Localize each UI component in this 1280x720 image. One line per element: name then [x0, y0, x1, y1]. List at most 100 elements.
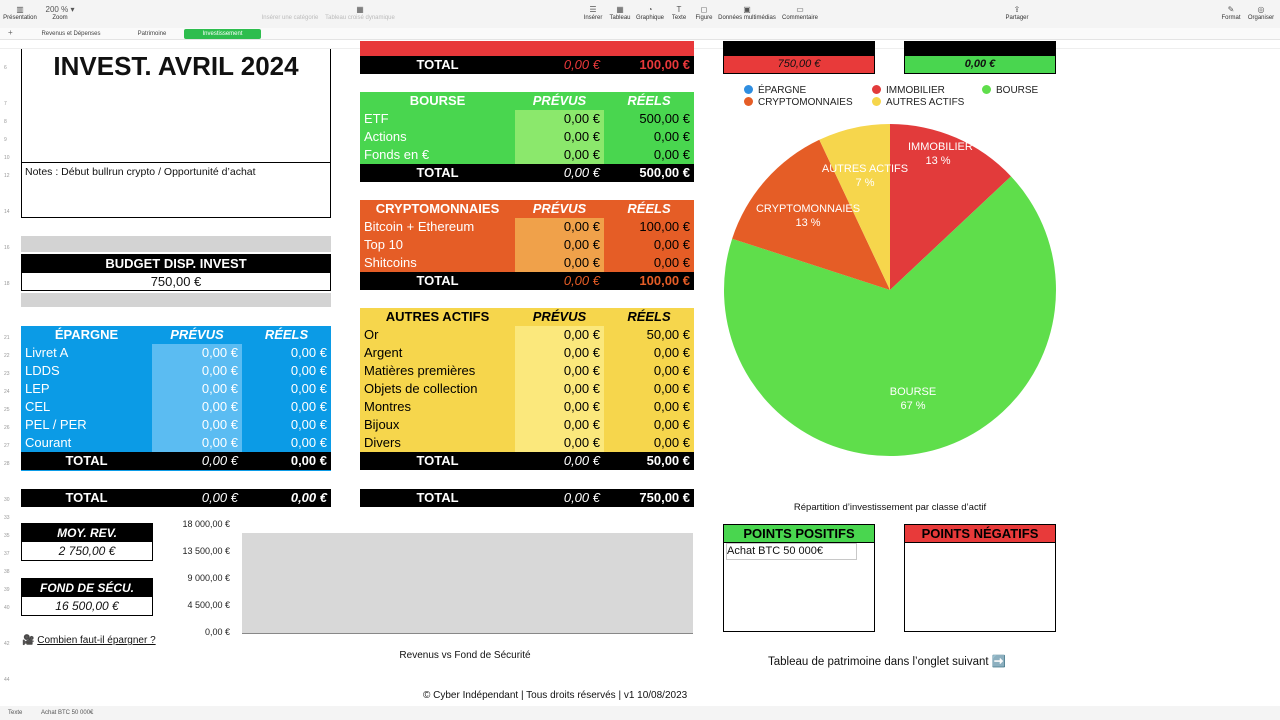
- crypto-total-cell[interactable]: 0,00 €: [563, 273, 600, 288]
- crypto-cell[interactable]: 0,00 €: [653, 237, 690, 252]
- autres-cell[interactable]: 0,00 €: [653, 363, 690, 378]
- epargne-cell[interactable]: 0,00 €: [201, 381, 238, 396]
- crypto-cell[interactable]: Top 10: [364, 237, 404, 252]
- autres-cell[interactable]: 0,00 €: [653, 435, 690, 450]
- bourse-cell[interactable]: 0,00 €: [563, 111, 600, 126]
- bourse-cell[interactable]: 0,00 €: [563, 147, 600, 162]
- epargne-cell[interactable]: LDDS: [25, 363, 60, 378]
- bourse-cell[interactable]: Actions: [364, 129, 407, 144]
- autres-cell[interactable]: 0,00 €: [563, 435, 600, 450]
- format-button[interactable]: ✎ Format: [1209, 4, 1253, 21]
- autres-total-cell[interactable]: 0,00 €: [563, 453, 600, 468]
- crypto-cell[interactable]: 100,00 €: [639, 219, 690, 234]
- crypto-total-cell[interactable]: 100,00 €: [639, 273, 690, 288]
- autres-cell[interactable]: Matières premières: [364, 363, 476, 378]
- grand-total-prevus[interactable]: 0,00 €: [201, 490, 238, 505]
- epargne-cell[interactable]: 0,00 €: [290, 399, 327, 414]
- add-sheet-icon[interactable]: +: [8, 28, 13, 37]
- crypto-cell[interactable]: Bitcoin + Ethereum: [364, 219, 475, 234]
- epargne-cell[interactable]: 0,00 €: [201, 363, 238, 378]
- tab-investissement[interactable]: Investissement: [184, 29, 261, 39]
- chart-button[interactable]: ◔ Graphique: [628, 4, 672, 21]
- bourse-cell[interactable]: 0,00 €: [653, 147, 690, 162]
- autres-cell[interactable]: Or: [364, 327, 379, 342]
- epargne-cell[interactable]: LEP: [25, 381, 50, 396]
- grand-total-reels[interactable]: 750,00 €: [639, 490, 690, 505]
- grand-total-prevus[interactable]: 0,00 €: [563, 490, 600, 505]
- epargne-cell[interactable]: 0,00 €: [201, 417, 238, 432]
- points-positifs-input[interactable]: Achat BTC 50 000€: [726, 543, 857, 560]
- budget-value[interactable]: 750,00 €: [150, 274, 202, 289]
- crypto-cell[interactable]: 0,00 €: [563, 237, 600, 252]
- pie-slice-cryptomonnaies[interactable]: [732, 139, 890, 290]
- epargne-cell[interactable]: PEL / PER: [25, 417, 87, 432]
- tab-revenus-depenses[interactable]: Revenus et Dépenses: [41, 31, 101, 37]
- organize-button[interactable]: ◎ Organiser: [1239, 4, 1280, 21]
- crypto-total-cell[interactable]: TOTAL: [416, 273, 459, 288]
- epargne-cell[interactable]: 0,00 €: [201, 399, 238, 414]
- autres-cell[interactable]: Divers: [364, 435, 401, 450]
- epargne-cell[interactable]: 0,00 €: [290, 381, 327, 396]
- zoom-button[interactable]: 200 % ▾ Zoom: [38, 4, 82, 21]
- autres-cell[interactable]: 0,00 €: [563, 417, 600, 432]
- moy-rev-value[interactable]: 2 750,00 €: [58, 544, 116, 558]
- bourse-total-cell[interactable]: TOTAL: [416, 165, 459, 180]
- revenus-vs-fond-chart[interactable]: 18 000,00 € 13 500,00 € 9 000,00 € 4 500…: [160, 516, 700, 641]
- pie-chart[interactable]: ÉPARGNE IMMOBILIER BOURSE CRYPTOMONNAIES…: [720, 80, 1070, 520]
- epargne-cell[interactable]: CEL: [25, 399, 51, 414]
- epargne-total-cell[interactable]: 0,00 €: [201, 453, 238, 468]
- media-button[interactable]: ▣ Données multimédias: [712, 4, 782, 21]
- autres-cell[interactable]: 0,00 €: [563, 327, 600, 342]
- patrimoine-note[interactable]: Tableau de patrimoine dans l’onglet suiv…: [768, 656, 1007, 668]
- bourse-cell[interactable]: 500,00 €: [639, 111, 690, 126]
- shape-button[interactable]: ◻ Figure: [682, 4, 726, 21]
- immobilier-total-reels[interactable]: 100,00 €: [639, 57, 690, 72]
- epargne-cell[interactable]: 0,00 €: [290, 417, 327, 432]
- help-link[interactable]: 🎥 Combien faut-il épargner ?: [22, 635, 156, 646]
- autres-cell[interactable]: Argent: [364, 345, 403, 360]
- epargne-cell[interactable]: 0,00 €: [290, 363, 327, 378]
- autres-cell[interactable]: 50,00 €: [646, 327, 690, 342]
- bourse-cell[interactable]: 0,00 €: [563, 129, 600, 144]
- autres-cell[interactable]: Bijoux: [364, 417, 400, 432]
- fond-secu-value[interactable]: 16 500,00 €: [55, 599, 119, 613]
- epargne-cell[interactable]: Livret A: [25, 345, 69, 360]
- crypto-cell[interactable]: Shitcoins: [364, 255, 417, 270]
- grand-total-reels[interactable]: 0,00 €: [290, 490, 327, 505]
- autres-cell[interactable]: 0,00 €: [653, 399, 690, 414]
- immobilier-total-prevus[interactable]: 0,00 €: [563, 57, 600, 72]
- autres-cell[interactable]: Montres: [364, 399, 411, 414]
- bourse-cell[interactable]: ETF: [364, 111, 389, 126]
- bourse-total-cell[interactable]: 500,00 €: [639, 165, 690, 180]
- epargne-cell[interactable]: 0,00 €: [290, 345, 327, 360]
- epargne-total-cell[interactable]: TOTAL: [65, 453, 108, 468]
- points-negatifs-input[interactable]: [907, 543, 1053, 561]
- text-button[interactable]: T Texte: [657, 4, 701, 21]
- autres-cell[interactable]: 0,00 €: [563, 399, 600, 414]
- page-title[interactable]: INVEST. AVRIL 2024: [53, 51, 299, 81]
- crypto-cell[interactable]: 0,00 €: [653, 255, 690, 270]
- share-button[interactable]: ⇪ Partager: [995, 4, 1039, 21]
- epargne-cell[interactable]: 0,00 €: [201, 435, 238, 450]
- summary-value[interactable]: 750,00 €: [724, 56, 874, 73]
- epargne-total-cell[interactable]: 0,00 €: [290, 453, 327, 468]
- bourse-cell[interactable]: Fonds en €: [364, 147, 430, 162]
- autres-cell[interactable]: 0,00 €: [653, 417, 690, 432]
- autres-cell[interactable]: Objets de collection: [364, 381, 478, 396]
- insert-button[interactable]: ☰ Insérer: [571, 4, 615, 21]
- pie-slice-immobilier[interactable]: [890, 124, 1012, 290]
- epargne-cell[interactable]: 0,00 €: [201, 345, 238, 360]
- autres-cell[interactable]: 0,00 €: [563, 345, 600, 360]
- summary-value[interactable]: 0,00 €: [905, 56, 1055, 73]
- tab-patrimoine[interactable]: Patrimoine: [137, 31, 167, 37]
- autres-cell[interactable]: 0,00 €: [563, 363, 600, 378]
- notes-text[interactable]: Notes : Début bullrun crypto / Opportuni…: [25, 166, 256, 178]
- bourse-total-cell[interactable]: 0,00 €: [563, 165, 600, 180]
- bourse-cell[interactable]: 0,00 €: [653, 129, 690, 144]
- autres-cell[interactable]: 0,00 €: [653, 345, 690, 360]
- crypto-cell[interactable]: 0,00 €: [563, 219, 600, 234]
- pivot-table-button[interactable]: ▦ Tableau croisé dynamique: [320, 4, 400, 21]
- epargne-cell[interactable]: Courant: [25, 435, 72, 450]
- autres-total-cell[interactable]: TOTAL: [416, 453, 459, 468]
- autres-cell[interactable]: 0,00 €: [563, 381, 600, 396]
